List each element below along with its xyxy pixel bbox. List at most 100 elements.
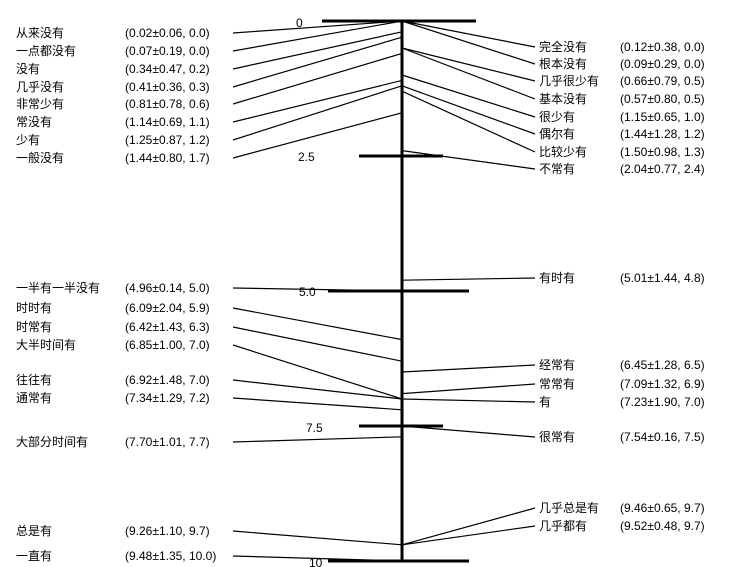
right-leader-line bbox=[401, 47, 536, 82]
left-term-label: 非常少有 bbox=[16, 97, 64, 111]
left-term-label: 时时有 bbox=[16, 301, 52, 315]
right-term-stats: (7.23±1.90, 7.0) bbox=[620, 395, 705, 409]
left-term-stats: (6.92±1.48, 7.0) bbox=[125, 373, 210, 387]
left-leader-line bbox=[232, 555, 403, 562]
left-leader-line bbox=[232, 326, 403, 362]
left-term-stats: (1.14±0.69, 1.1) bbox=[125, 115, 210, 129]
left-term-stats: (9.26±1.10, 9.7) bbox=[125, 524, 210, 538]
right-term-column: 完全没有 (0.12±0.38, 0.0) 根本没有 (0.09±0.29, 0.0)… bbox=[539, 39, 705, 533]
left-leader-line bbox=[232, 436, 403, 443]
right-term-label: 几乎都有 bbox=[539, 519, 587, 533]
right-term-stats: (7.54±0.16, 7.5) bbox=[620, 430, 705, 444]
right-term-label: 很常有 bbox=[539, 430, 575, 444]
left-term-label: 一般没有 bbox=[16, 150, 64, 165]
right-term-label: 有 bbox=[539, 395, 551, 409]
left-term-label: 少有 bbox=[16, 133, 40, 147]
left-term-label: 一半有一半没有 bbox=[16, 280, 100, 295]
right-term-label: 不常有 bbox=[539, 162, 575, 176]
right-term-label: 很少有 bbox=[539, 110, 575, 124]
left-term-label: 总是有 bbox=[16, 524, 52, 538]
scale-tick-label: 5.0 bbox=[299, 285, 316, 299]
left-term-label: 大半时间有 bbox=[16, 338, 76, 352]
right-leader-line bbox=[401, 74, 536, 118]
right-term-label: 经常有 bbox=[539, 358, 575, 372]
left-term-stats: (0.34±0.47, 0.2) bbox=[125, 62, 210, 76]
left-leader-line bbox=[232, 20, 403, 52]
right-term-stats: (1.15±0.65, 1.0) bbox=[620, 110, 705, 124]
right-term-stats: (9.52±0.48, 9.7) bbox=[620, 519, 705, 533]
right-term-label: 常常有 bbox=[539, 377, 575, 391]
left-leader-line bbox=[232, 79, 403, 123]
left-term-stats: (0.02±0.06, 0.0) bbox=[125, 26, 210, 40]
left-leader-line bbox=[232, 397, 403, 411]
right-term-stats: (1.44±1.28, 1.2) bbox=[620, 127, 705, 141]
right-term-stats: (0.09±0.29, 0.0) bbox=[620, 57, 705, 71]
left-leader-line bbox=[232, 344, 403, 400]
right-leader-line bbox=[401, 364, 536, 373]
left-term-label: 一点都没有 bbox=[16, 43, 76, 58]
left-term-label: 常没有 bbox=[16, 114, 52, 129]
left-term-label: 通常有 bbox=[16, 391, 52, 405]
scale-tick-label: 2.5 bbox=[298, 150, 315, 164]
left-leader-line bbox=[232, 530, 403, 546]
leader-lines bbox=[232, 20, 536, 562]
left-term-stats: (0.07±0.19, 0.0) bbox=[125, 44, 210, 58]
right-term-label: 根本没有 bbox=[539, 56, 587, 71]
left-term-column: 从来没有 (0.02±0.06, 0.0) 一点都没有 (0.07±0.19, 0.0… bbox=[16, 25, 216, 563]
right-term-stats: (2.04±0.77, 2.4) bbox=[620, 162, 705, 176]
right-leader-line bbox=[401, 383, 536, 395]
left-term-stats: (9.48±1.35, 10.0) bbox=[125, 549, 216, 563]
right-leader-line bbox=[401, 277, 536, 281]
right-term-stats: (6.45±1.28, 6.5) bbox=[620, 358, 705, 372]
left-term-stats: (7.34±1.29, 7.2) bbox=[125, 391, 210, 405]
right-leader-line bbox=[401, 150, 536, 170]
right-term-stats: (9.46±0.65, 9.7) bbox=[620, 501, 705, 515]
right-leader-line bbox=[401, 20, 536, 65]
left-term-stats: (6.85±1.00, 7.0) bbox=[125, 338, 210, 352]
right-term-label: 几乎总是有 bbox=[539, 501, 599, 515]
left-term-label: 往往有 bbox=[16, 372, 52, 387]
left-term-stats: (0.81±0.78, 0.6) bbox=[125, 97, 210, 111]
right-term-label: 基本没有 bbox=[539, 91, 587, 106]
left-leader-line bbox=[232, 287, 403, 292]
right-term-label: 偶尔有 bbox=[539, 126, 575, 141]
right-term-stats: (7.09±1.32, 6.9) bbox=[620, 377, 705, 391]
right-term-label: 有时有 bbox=[539, 271, 575, 285]
right-term-stats: (0.66±0.79, 0.5) bbox=[620, 74, 705, 88]
right-leader-line bbox=[401, 85, 536, 135]
right-term-stats: (0.57±0.80, 0.5) bbox=[620, 92, 705, 106]
right-leader-line bbox=[401, 90, 536, 153]
left-leader-line bbox=[232, 20, 403, 34]
right-term-label: 比较少有 bbox=[539, 144, 587, 159]
left-term-label: 从来没有 bbox=[16, 25, 64, 40]
scale-tick-label: 7.5 bbox=[306, 421, 323, 435]
left-term-stats: (6.09±2.04, 5.9) bbox=[125, 301, 210, 315]
left-term-stats: (4.96±0.14, 5.0) bbox=[125, 281, 210, 295]
left-leader-line bbox=[232, 112, 403, 159]
right-leader-line bbox=[401, 20, 536, 48]
left-term-label: 时常有 bbox=[16, 320, 52, 334]
right-leader-line bbox=[401, 525, 536, 546]
right-term-label: 几乎很少有 bbox=[539, 74, 599, 88]
left-term-label: 大部分时间有 bbox=[16, 434, 88, 449]
left-term-stats: (6.42±1.43, 6.3) bbox=[125, 320, 210, 334]
scale-tick-label: 10 bbox=[309, 556, 323, 567]
right-term-stats: (5.01±1.44, 4.8) bbox=[620, 271, 705, 285]
right-leader-line bbox=[401, 398, 536, 403]
right-leader-line bbox=[401, 425, 536, 438]
left-leader-line bbox=[232, 307, 403, 341]
left-term-stats: (1.25±0.87, 1.2) bbox=[125, 133, 210, 147]
left-term-stats: (7.70±1.01, 7.7) bbox=[125, 435, 210, 449]
left-term-label: 没有 bbox=[16, 61, 40, 76]
left-leader-line bbox=[232, 85, 403, 141]
left-term-stats: (0.41±0.36, 0.3) bbox=[125, 80, 210, 94]
right-term-label: 完全没有 bbox=[539, 39, 587, 54]
left-leader-line bbox=[232, 379, 403, 400]
scale-tick-label: 0 bbox=[296, 16, 303, 30]
left-term-label: 一直有 bbox=[16, 549, 52, 563]
left-leader-line bbox=[232, 31, 403, 70]
right-leader-line bbox=[401, 507, 536, 546]
left-term-stats: (1.44±0.80, 1.7) bbox=[125, 151, 210, 165]
